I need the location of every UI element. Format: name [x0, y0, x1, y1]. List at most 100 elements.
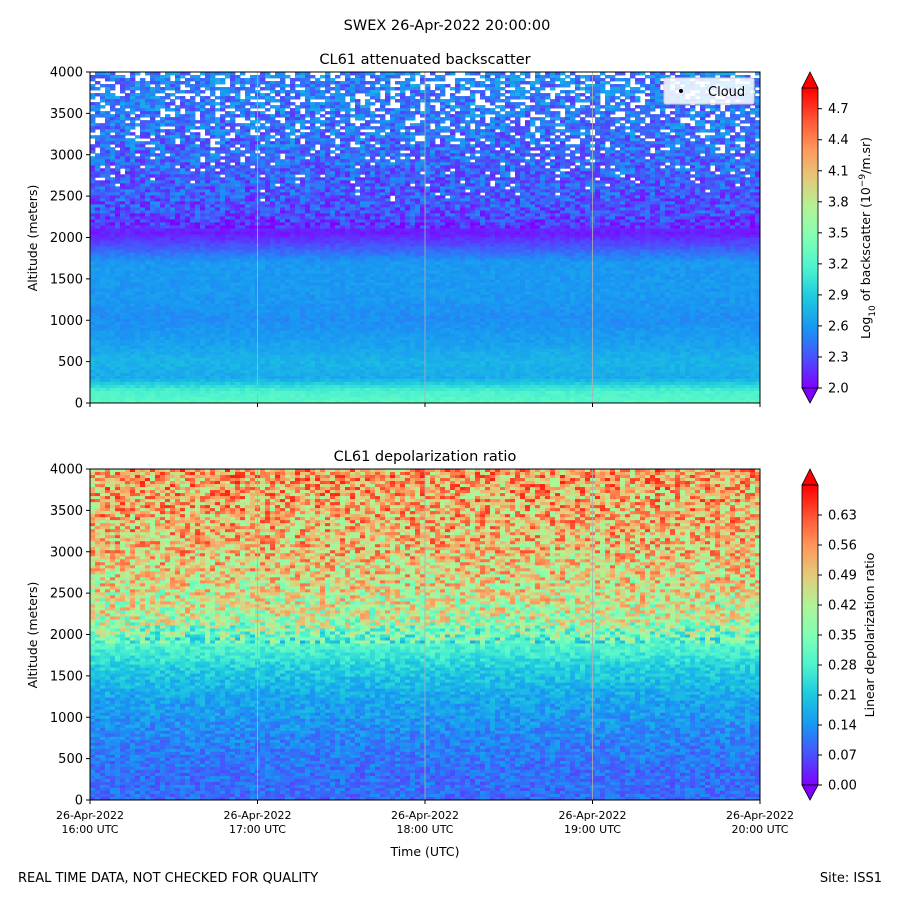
heatmap-cell	[530, 132, 535, 135]
heatmap-cell	[735, 138, 740, 141]
heatmap-cell	[300, 198, 305, 201]
heatmap-cell	[435, 165, 440, 168]
heatmap-cell	[480, 168, 485, 171]
heatmap-cell	[410, 84, 415, 87]
heatmap-cell	[620, 102, 625, 105]
heatmap-cell	[160, 147, 165, 150]
heatmap-cell	[505, 192, 510, 195]
heatmap-cell	[165, 198, 170, 201]
heatmap-cell	[425, 90, 430, 93]
heatmap-cell	[235, 108, 240, 111]
heatmap-cell	[750, 189, 755, 192]
heatmap-cell	[245, 132, 250, 135]
heatmap-cell	[425, 114, 430, 117]
heatmap-cell	[490, 120, 495, 123]
heatmap-cell	[275, 93, 280, 96]
heatmap-cell	[200, 180, 205, 183]
heatmap-cell	[380, 192, 385, 195]
heatmap-cell	[120, 123, 125, 126]
heatmap-cell	[390, 75, 395, 78]
heatmap-cell	[740, 129, 745, 132]
heatmap-cell	[190, 105, 195, 108]
heatmap-cell	[350, 198, 355, 201]
heatmap-cell	[290, 174, 295, 177]
heatmap-cell	[575, 111, 580, 114]
heatmap-cell	[465, 135, 470, 138]
heatmap-cell	[745, 111, 750, 114]
heatmap-cell	[420, 174, 425, 177]
heatmap-cell	[655, 153, 660, 156]
heatmap-cell	[625, 84, 630, 87]
heatmap-cell	[540, 117, 545, 120]
heatmap-cell	[125, 153, 130, 156]
heatmap-cell	[295, 183, 300, 186]
heatmap-cell	[520, 153, 525, 156]
heatmap-cell	[625, 156, 630, 159]
heatmap-cell	[510, 90, 515, 93]
heatmap-cell	[150, 117, 155, 120]
heatmap-cell	[695, 120, 700, 123]
heatmap-cell	[145, 159, 150, 162]
heatmap-cell	[700, 168, 705, 171]
heatmap-cell	[135, 159, 140, 162]
heatmap-cell	[205, 99, 210, 102]
heatmap-cell	[470, 102, 475, 105]
heatmap-cell	[340, 132, 345, 135]
heatmap-cell	[675, 177, 680, 180]
heatmap-cell	[530, 93, 535, 96]
heatmap-cell	[630, 168, 635, 171]
heatmap-cell	[90, 123, 95, 126]
heatmap-cell	[385, 180, 390, 183]
heatmap-cell	[415, 141, 420, 144]
heatmap-cell	[510, 159, 515, 162]
heatmap-cell	[640, 165, 645, 168]
heatmap-cell	[290, 141, 295, 144]
heatmap-cell	[160, 129, 165, 132]
heatmap-cell	[250, 144, 255, 147]
heatmap-cell	[380, 114, 385, 117]
heatmap-cell	[150, 183, 155, 186]
heatmap-cell	[620, 144, 625, 147]
heatmap-cell	[475, 126, 480, 129]
heatmap-cell	[360, 189, 365, 192]
heatmap-cell	[465, 165, 470, 168]
heatmap-cell	[410, 78, 415, 81]
heatmap-cell	[605, 135, 610, 138]
heatmap-cell	[400, 84, 405, 87]
heatmap-cell	[720, 72, 725, 75]
heatmap-cell	[120, 165, 125, 168]
heatmap-cell	[290, 78, 295, 81]
heatmap-cell	[90, 87, 95, 90]
heatmap-cell	[535, 108, 540, 111]
heatmap-cell	[145, 201, 150, 204]
heatmap-cell	[570, 150, 575, 153]
heatmap-cell	[665, 135, 670, 138]
heatmap-cell	[500, 108, 505, 111]
heatmap-cell	[445, 138, 450, 141]
heatmap-cell	[640, 198, 645, 201]
heatmap-cell	[425, 150, 430, 153]
heatmap-cell	[555, 174, 560, 177]
heatmap-cell	[535, 126, 540, 129]
heatmap-cell	[645, 99, 650, 102]
heatmap-cell	[265, 138, 270, 141]
heatmap-cell	[115, 186, 120, 189]
heatmap-cell	[535, 141, 540, 144]
heatmap-cell	[140, 159, 145, 162]
heatmap-cell	[655, 96, 660, 99]
heatmap-cell	[665, 201, 670, 204]
heatmap-cell	[480, 177, 485, 180]
heatmap-cell	[425, 123, 430, 126]
heatmap-cell	[475, 150, 480, 153]
heatmap-cell	[390, 186, 395, 189]
heatmap-cell	[520, 72, 525, 75]
heatmap-cell	[415, 144, 420, 147]
heatmap-cell	[235, 195, 240, 198]
heatmap-cell	[715, 153, 720, 156]
heatmap-cell	[405, 177, 410, 180]
heatmap-cell	[195, 162, 200, 165]
heatmap-cell	[120, 126, 125, 129]
heatmap-cell	[390, 72, 395, 75]
heatmap-cell	[95, 141, 100, 144]
heatmap-cell	[340, 105, 345, 108]
